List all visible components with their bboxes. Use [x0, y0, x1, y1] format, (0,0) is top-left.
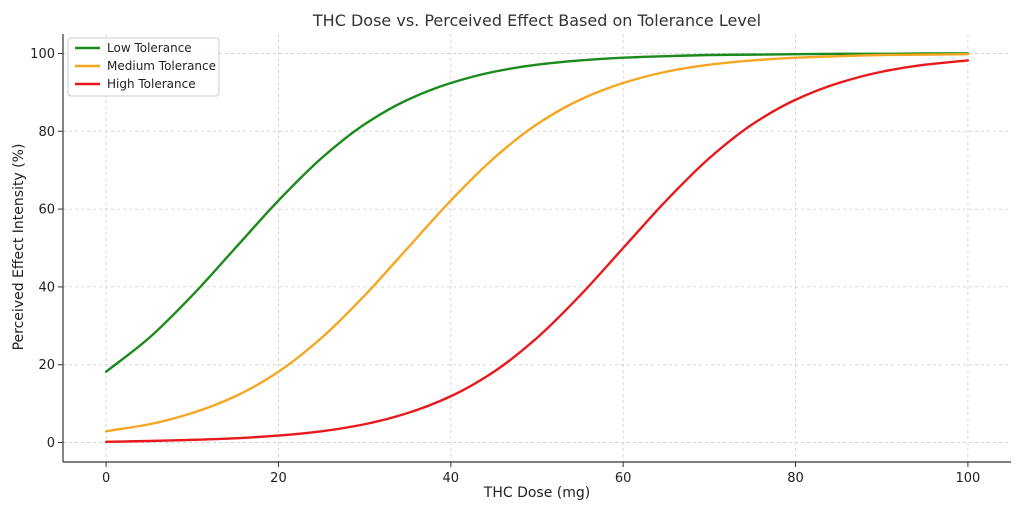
legend-label: Low Tolerance: [107, 41, 192, 55]
legend: Low Tolerance Medium Tolerance High Tolera…: [67, 37, 220, 97]
series: [104, 52, 970, 443]
y-tick-label: 80: [38, 125, 55, 140]
x-tick-label: 40: [443, 471, 460, 486]
x-axis-label: THC Dose (mg): [483, 485, 590, 501]
x-tick-label: 60: [615, 471, 632, 486]
ticks: 0 20 40 60 80 100 0 20 40 60 80 100: [30, 47, 980, 486]
legend-items: Low Tolerance Medium Tolerance High Tolera…: [75, 41, 216, 91]
y-tick-label: 20: [38, 358, 55, 373]
legend-label: Medium Tolerance: [107, 59, 216, 73]
legend-label: High Tolerance: [107, 77, 196, 91]
x-tick-label: 100: [955, 471, 980, 486]
y-axis-label: Perceived Effect Intensity (%): [11, 144, 27, 351]
x-tick-label: 0: [102, 471, 110, 486]
series-line-high-tolerance: [104, 59, 970, 443]
x-tick-label: 20: [270, 471, 287, 486]
chart-title: THC Dose vs. Perceived Effect Based on T…: [312, 11, 761, 30]
series-line-low-tolerance: [104, 52, 970, 373]
y-tick-label: 60: [38, 203, 55, 218]
y-tick-label: 40: [38, 280, 55, 295]
x-tick-label: 80: [787, 471, 804, 486]
y-tick-label: 0: [47, 436, 55, 451]
axes: [62, 34, 1011, 463]
y-tick-label: 100: [30, 47, 55, 62]
legend-box: [67, 37, 220, 97]
grid: [63, 34, 1011, 462]
series-line-medium-tolerance: [104, 53, 970, 433]
